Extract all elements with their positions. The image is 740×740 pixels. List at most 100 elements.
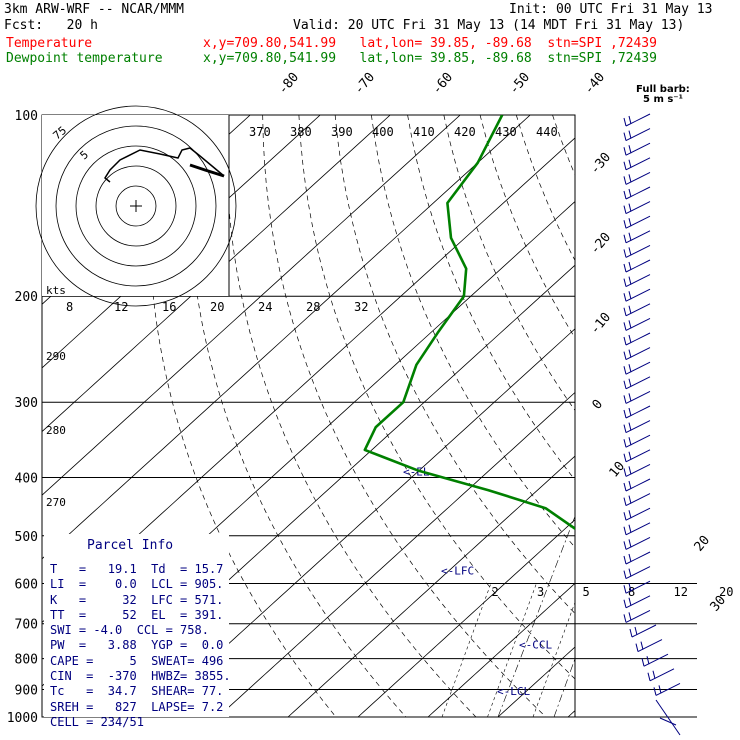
wind-barb-flag	[623, 249, 627, 258]
level-annotation: <-EL	[403, 465, 430, 478]
hodograph-units: kts	[46, 284, 66, 297]
pressure-label-700: 700	[15, 618, 38, 633]
pressure-label-200: 200	[15, 290, 38, 305]
wind-barb	[649, 668, 675, 682]
mixing-ratio-label: 20	[719, 585, 733, 599]
wind-barb-flag	[623, 512, 627, 521]
wind-barb-flag	[629, 628, 633, 638]
hodograph-ring	[115, 185, 157, 227]
wind-barb-flag	[623, 526, 627, 535]
wind-barb-flag	[628, 510, 632, 519]
isotherm-line	[567, 710, 575, 717]
wind-barb	[625, 347, 651, 361]
dry-adiabat-line	[589, 115, 740, 717]
hodograph-trace	[104, 147, 225, 183]
isotherm-line	[427, 582, 575, 717]
wind-barb	[625, 361, 651, 375]
wind-barb-flag	[623, 351, 627, 360]
wind-barb-flag	[628, 130, 632, 139]
isotherm-label: -50	[507, 70, 534, 98]
theta-label: 430	[495, 125, 517, 139]
wind-barb	[625, 113, 651, 127]
dry-adiabat-line	[479, 115, 575, 339]
plot-border	[41, 114, 576, 718]
isotherm-label: -30	[588, 150, 615, 178]
wind-barb-flag	[628, 261, 632, 271]
wind-barb-flag	[623, 278, 627, 287]
wind-barb-flag	[623, 132, 627, 141]
wind-barb-flag	[628, 232, 632, 241]
hodograph-ring	[75, 145, 197, 267]
wind-barb	[659, 717, 677, 726]
wind-barb	[625, 463, 651, 477]
wind-barb-flag	[628, 276, 632, 285]
isotherm-line	[217, 391, 575, 717]
hodograph-ring	[95, 165, 177, 247]
wind-barb	[625, 332, 651, 346]
wind-barb	[625, 157, 651, 171]
pressure-label-900: 900	[15, 683, 38, 698]
wind-barb-flag	[623, 439, 627, 448]
wind-barb-flag	[623, 336, 627, 346]
moist-adiabat-line	[666, 296, 740, 717]
dry-adiabat-line	[661, 115, 740, 717]
wind-barb	[643, 653, 669, 667]
dry-adiabat-line	[407, 115, 575, 481]
wind-barbs	[623, 113, 681, 736]
wind-barb-flag	[623, 614, 627, 623]
wind-barb	[625, 142, 651, 156]
dry-adiabat-line	[371, 115, 575, 548]
wind-barb-flag	[628, 495, 632, 504]
header-dew-info: x,y=709.80,541.99 lat,lon= 39.85, -89.68…	[203, 51, 657, 66]
barb-legend-title: Full barb:	[636, 84, 690, 95]
wind-barb-flag	[623, 497, 627, 506]
speed-axis-label: 28	[306, 300, 320, 314]
wind-barb	[655, 699, 681, 736]
parcel-row: SWI = -4.0 CCL = 758.	[50, 623, 209, 638]
isotherm-label: -10	[588, 310, 615, 338]
wind-barb	[625, 595, 651, 609]
wind-barb-flag	[623, 190, 627, 200]
mixing-ratio-label: 3	[537, 585, 544, 599]
wind-barb	[625, 230, 651, 244]
wind-barb	[625, 566, 651, 580]
parcel-row: LI = 0.0 LCL = 905.	[50, 577, 224, 592]
moist-adiabat-line	[722, 296, 740, 717]
pressure-label-600: 600	[15, 577, 38, 592]
wind-barb-flag	[634, 626, 638, 636]
isotherm-line	[42, 115, 321, 369]
pressure-label-1000: 1000	[7, 711, 38, 726]
wind-barb-flag	[623, 366, 627, 375]
parcel-row: Tc = 34.7 SHEAR= 77.	[50, 684, 224, 699]
wind-barb-flag	[628, 188, 632, 198]
wind-barb-flag	[623, 263, 627, 273]
mixing-ratio-line	[624, 583, 673, 717]
wind-barb	[625, 478, 651, 492]
level-annotation: <-CCL	[519, 639, 552, 652]
wind-barb	[625, 551, 651, 565]
wind-barb	[625, 244, 651, 258]
wind-barb-flag	[623, 541, 627, 550]
isotherm-line	[42, 115, 531, 560]
wind-barb-flag	[640, 641, 644, 650]
wind-barb-flag	[628, 422, 632, 431]
wind-barb	[625, 215, 651, 229]
pressure-label-300: 300	[15, 396, 38, 411]
dry-adiabat-line	[734, 115, 740, 717]
wind-barb-flag	[658, 685, 662, 694]
mixing-ratio-line	[579, 583, 628, 717]
header-temp-info: x,y=709.80,541.99 lat,lon= 39.85, -89.68…	[203, 36, 657, 51]
wind-barb	[625, 434, 651, 448]
height-label: 270	[46, 496, 66, 509]
theta-label: 380	[290, 125, 312, 139]
header-valid: Valid: 20 UTC Fri 31 May 13 (14 MDT Fri …	[293, 18, 685, 33]
temperature-profile	[583, 115, 740, 717]
wind-barb-flag	[652, 670, 656, 679]
parcel-row: T = 19.1 Td = 15.7	[50, 562, 224, 576]
speed-axis-label: 12	[114, 300, 128, 314]
wind-barb-flag	[623, 468, 627, 477]
wind-barb-flag	[628, 612, 632, 621]
wind-barb-flag	[635, 643, 639, 652]
parcel-row: CAPE = 5 SWEAT= 496	[50, 653, 224, 668]
wind-barb-flag	[628, 305, 632, 314]
